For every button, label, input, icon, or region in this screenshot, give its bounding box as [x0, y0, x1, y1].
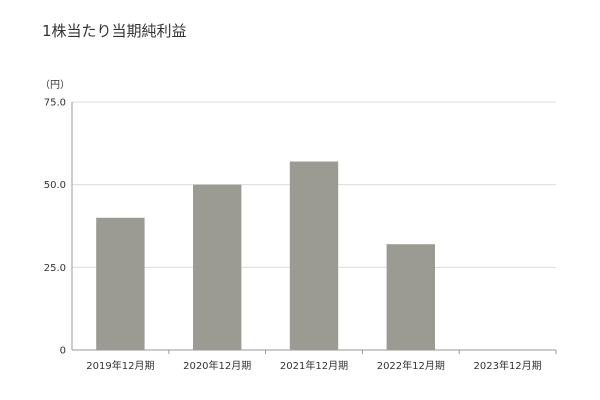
x-tick-label: 2020年12月期 — [183, 359, 251, 372]
chart-title: 1株当たり当期純利益 — [42, 22, 187, 40]
bar — [96, 217, 145, 350]
x-tick-label: 2021年12月期 — [280, 359, 348, 372]
y-unit-label: （円） — [40, 80, 70, 91]
x-tick-label: 2023年12月期 — [474, 359, 542, 372]
y-tick-label: 50.0 — [44, 180, 66, 191]
y-tick-label: 0 — [60, 346, 66, 357]
x-tick-label: 2019年12月期 — [86, 359, 154, 372]
bar — [193, 184, 242, 350]
y-tick-label: 25.0 — [44, 263, 66, 274]
bar — [289, 161, 339, 350]
y-tick-label: 75.0 — [44, 98, 66, 109]
bar — [386, 244, 435, 350]
x-tick-label: 2022年12月期 — [377, 359, 445, 372]
